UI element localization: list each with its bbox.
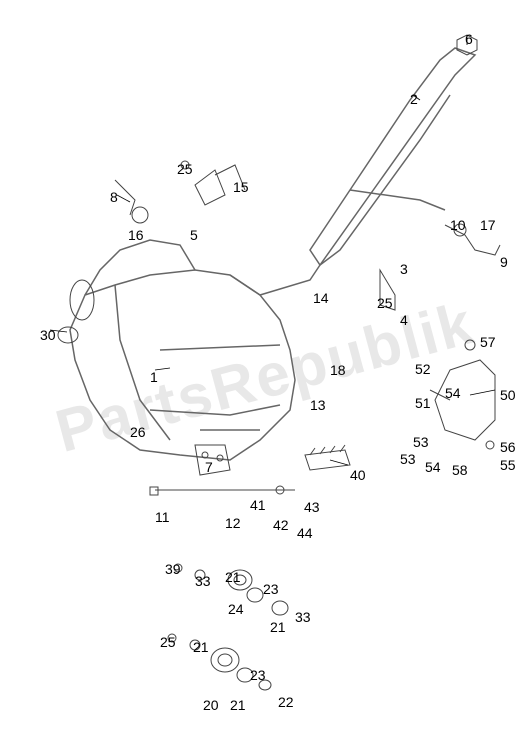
callout-label: 51	[415, 396, 431, 410]
diagram-container: PartsRepublik	[0, 0, 530, 753]
swingarm-bolt	[150, 486, 295, 495]
callout-label: 30	[40, 328, 56, 342]
callout-label: 2	[410, 92, 418, 106]
callout-label: 10	[450, 218, 466, 232]
callout-label: 57	[480, 335, 496, 349]
callout-label: 21	[193, 640, 209, 654]
callout-label: 11	[155, 510, 170, 524]
decomp-lever	[115, 180, 148, 223]
rear-bracket	[380, 224, 500, 310]
callout-label: 50	[500, 388, 516, 402]
diagram-svg	[0, 0, 530, 753]
callout-label: 12	[225, 516, 241, 530]
callout-label: 15	[233, 180, 249, 194]
callout-label: 20	[203, 698, 219, 712]
callout-label: 55	[500, 458, 516, 472]
callout-label: 4	[400, 313, 408, 327]
callout-label: 52	[415, 362, 431, 376]
callout-label: 26	[130, 425, 146, 439]
callout-label: 56	[500, 440, 516, 454]
callout-label: 53	[413, 435, 429, 449]
callout-label: 21	[270, 620, 286, 634]
callout-label: 3	[400, 262, 408, 276]
callout-label: 21	[225, 570, 241, 584]
footpeg-bracket	[430, 340, 495, 449]
callout-label: 54	[445, 386, 461, 400]
callout-label: 5	[190, 228, 198, 242]
callout-label: 33	[295, 610, 311, 624]
callout-label: 13	[310, 398, 326, 412]
callout-label: 54	[425, 460, 441, 474]
callout-label: 16	[128, 228, 144, 242]
callout-label: 21	[230, 698, 246, 712]
callout-label: 53	[400, 452, 416, 466]
callout-label: 14	[313, 291, 329, 305]
callout-label: 17	[480, 218, 496, 232]
callout-label: 44	[297, 526, 313, 540]
callout-label: 23	[250, 668, 266, 682]
callout-label: 25	[177, 162, 193, 176]
callout-label: 25	[377, 296, 393, 310]
callout-label: 1	[150, 370, 158, 384]
callout-label: 18	[330, 363, 346, 377]
callout-label: 33	[195, 574, 211, 588]
callout-label: 24	[228, 602, 244, 616]
callout-label: 9	[500, 255, 508, 269]
callout-label: 43	[304, 500, 320, 514]
callout-label: 6	[465, 32, 473, 46]
callout-label: 40	[350, 468, 366, 482]
callout-label: 39	[165, 562, 181, 576]
callout-label: 42	[273, 518, 289, 532]
callout-label: 22	[278, 695, 294, 709]
callout-label: 23	[263, 582, 279, 596]
callout-label: 58	[452, 463, 468, 477]
callout-label: 8	[110, 190, 118, 204]
footpeg	[305, 445, 350, 470]
callout-label: 25	[160, 635, 176, 649]
callout-label: 41	[250, 498, 266, 512]
callout-label: 7	[205, 460, 213, 474]
